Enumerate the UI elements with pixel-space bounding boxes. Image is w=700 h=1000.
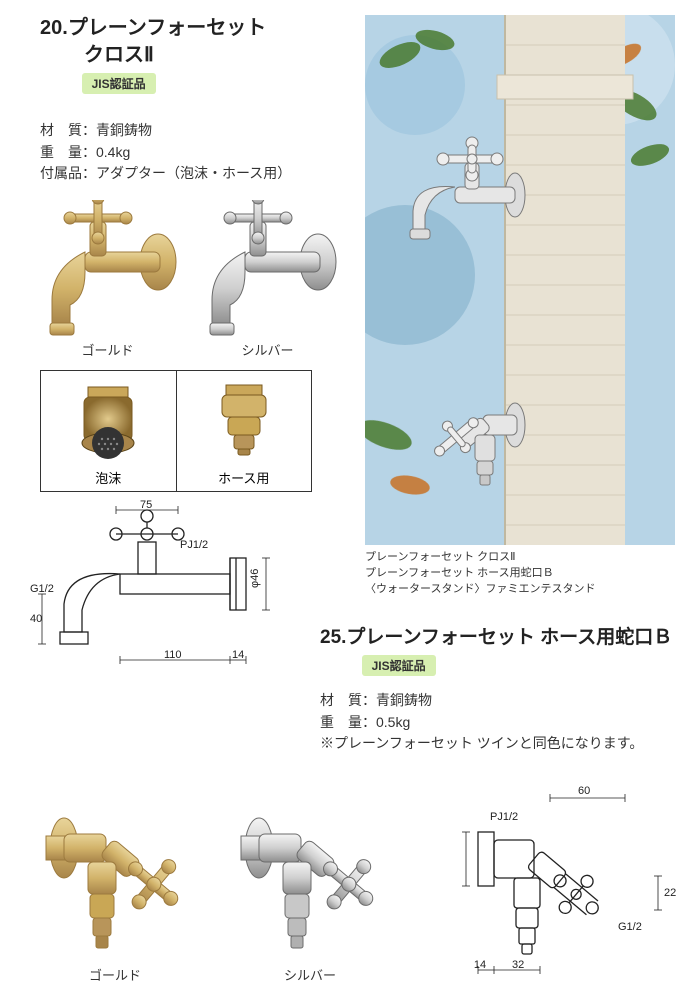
svg-text:22: 22 [664,887,676,899]
svg-text:14: 14 [474,959,486,971]
p25-specs: 材 質：青銅鋳物 重 量：0.5kg ※プレーンフォーセット ツインと同色になり… [320,690,643,755]
p25-gold-image [30,770,200,965]
p25-dimension-drawing: 60 φ47 14 32 22 PJ1/2 G1/2 [460,780,680,985]
svg-text:PJ1/2: PJ1/2 [490,811,518,823]
p20-specs: 材 質：青銅鋳物 重 量：0.4kg 付属品：アダプター（泡沫・ホース用） [40,120,291,185]
p20-title: 20.プレーンフォーセット クロスⅡ [40,15,266,69]
p25-silver-label: シルバー [225,965,395,984]
adapter-foam-label: 泡沫 [45,468,172,487]
p20-gold-label: ゴールド [30,340,185,359]
svg-text:14: 14 [232,649,244,661]
svg-text:G1/2: G1/2 [30,583,54,595]
svg-text:75: 75 [140,500,152,511]
p20-silver-image [190,200,345,345]
svg-text:φ46: φ46 [249,569,261,588]
p20-dimension-drawing: 75 110 14 40 φ46 G1/2 PJ1/2 [30,500,290,675]
p25-gold-label: ゴールド [30,965,200,984]
svg-text:60: 60 [578,785,590,797]
svg-text:PJ1/2: PJ1/2 [180,539,208,551]
svg-text:32: 32 [512,959,524,971]
svg-text:G1/2: G1/2 [618,921,642,933]
adapter-box: 泡沫 ホース用 [40,370,312,492]
p25-silver-image [225,770,395,965]
jis-badge: JIS認証品 [82,73,156,94]
p20-silver-label: シルバー [190,340,345,359]
adapter-hose-label: ホース用 [181,468,308,487]
svg-text:110: 110 [164,649,182,661]
photo-caption: プレーンフォーセット クロスⅡ プレーンフォーセット ホース用蛇口Ｂ 〈ウォータ… [365,550,675,598]
p20-gold-image [30,200,185,345]
p25-title: 25.プレーンフォーセット ホース用蛇口Ｂ [320,625,672,651]
svg-text:40: 40 [30,613,42,625]
jis-badge: JIS認証品 [362,655,436,676]
lifestyle-photo [365,15,675,545]
